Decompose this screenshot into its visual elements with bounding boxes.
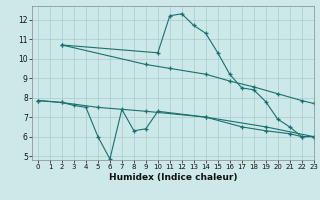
- X-axis label: Humidex (Indice chaleur): Humidex (Indice chaleur): [108, 173, 237, 182]
